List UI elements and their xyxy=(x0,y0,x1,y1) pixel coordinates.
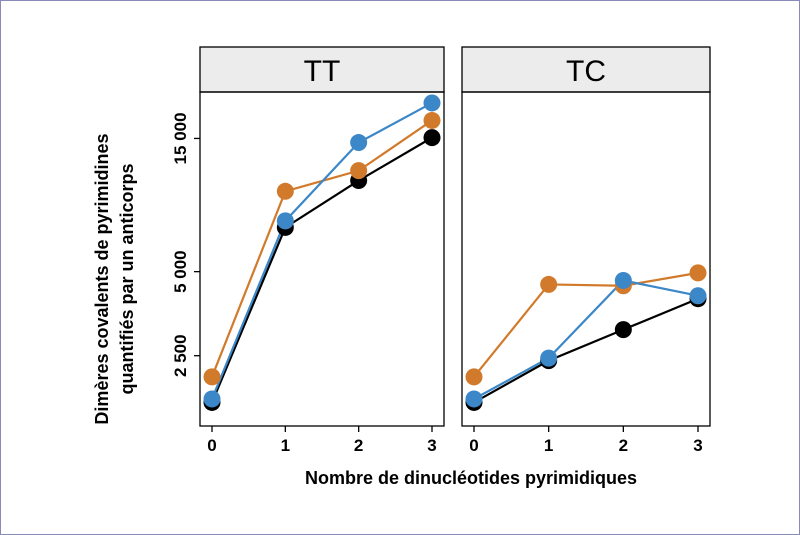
data-point-2-3-2 xyxy=(614,271,632,289)
series-line-1-1 xyxy=(210,136,433,403)
data-point-2-3-3 xyxy=(689,287,707,305)
series-line-2-2 xyxy=(473,271,699,378)
series-line-1-3 xyxy=(210,101,433,400)
series-line-1-2 xyxy=(210,119,433,378)
panel-plot-area-1 xyxy=(199,91,445,427)
data-point-2-2-0 xyxy=(465,368,483,386)
data-point-2-2-3 xyxy=(689,264,707,282)
data-point-2-2-1 xyxy=(540,275,558,293)
data-point-1-2-0 xyxy=(203,368,221,386)
y-axis-title-line-2: quantifiés par un anticorps xyxy=(117,163,137,394)
y-tick-label: 15 000 xyxy=(171,112,190,164)
data-point-1-3-1 xyxy=(276,212,294,230)
x-tick-label: 3 xyxy=(693,436,702,455)
panel-plot-area-2 xyxy=(461,91,711,427)
data-point-1-2-2 xyxy=(350,162,368,180)
x-tick-label: 2 xyxy=(619,436,628,455)
series-line-2-3 xyxy=(473,279,699,400)
data-point-1-3-2 xyxy=(350,134,368,152)
x-tick-label: 0 xyxy=(469,436,478,455)
panel-title-1: TT xyxy=(304,55,341,88)
x-tick-label: 0 xyxy=(207,436,216,455)
x-tick-label: 1 xyxy=(281,436,290,455)
panel-title-2: TC xyxy=(566,55,606,88)
series-line-2-1 xyxy=(473,297,699,404)
y-tick-label: 2 500 xyxy=(171,334,190,377)
x-tick-label: 3 xyxy=(427,436,436,455)
data-point-1-3-0 xyxy=(203,390,221,408)
data-point-2-3-0 xyxy=(465,390,483,408)
y-tick-label: 5 000 xyxy=(171,250,190,293)
y-axis-title-line-1: Dimères covalents de pyrimidines xyxy=(92,133,112,424)
data-point-1-2-1 xyxy=(276,182,294,200)
data-point-1-1-3 xyxy=(423,129,441,147)
data-point-2-1-2 xyxy=(614,321,632,339)
panel-strip-1 xyxy=(199,46,445,93)
data-point-1-2-3 xyxy=(423,111,441,129)
data-point-2-3-1 xyxy=(540,349,558,367)
x-tick-label: 1 xyxy=(544,436,553,455)
data-point-1-3-3 xyxy=(423,94,441,112)
x-tick-label: 2 xyxy=(354,436,363,455)
x-axis-title: Nombre de dinucléotides pyrimidiques xyxy=(305,468,637,488)
